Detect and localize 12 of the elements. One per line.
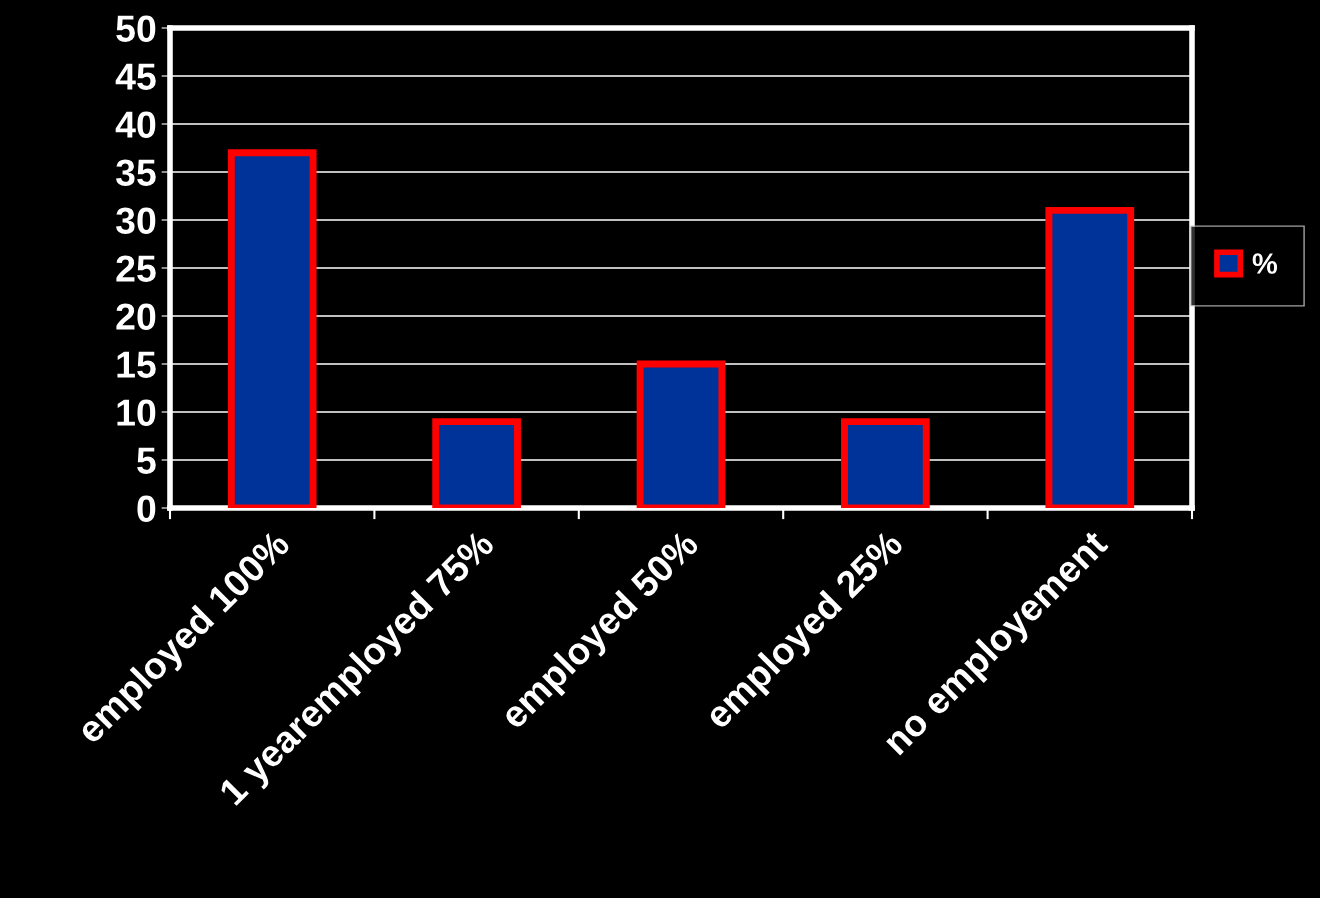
y-tick-label: 35 xyxy=(115,159,156,187)
legend-label: % xyxy=(1252,253,1278,274)
y-tick-label: 10 xyxy=(117,399,156,426)
y-tick-label: 45 xyxy=(115,63,156,90)
y-tick-label: 40 xyxy=(115,111,156,138)
y-tick-label: 25 xyxy=(116,255,156,282)
y-tick-label: 5 xyxy=(137,447,156,474)
y-tick-label: 15 xyxy=(117,351,156,378)
y-tick-label: 20 xyxy=(116,303,156,330)
y-tick-label: 50 xyxy=(116,15,156,42)
y-tick-label: 30 xyxy=(115,207,156,235)
y-tick-label: 0 xyxy=(137,495,156,522)
